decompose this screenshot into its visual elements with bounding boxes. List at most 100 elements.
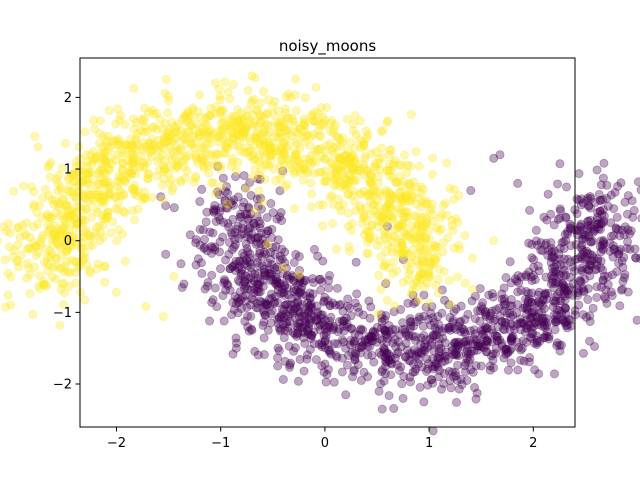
point-series-purple [255, 219, 265, 229]
point-series-purple [577, 194, 587, 204]
point-series-purple [546, 243, 556, 253]
point-series-purple [428, 332, 438, 342]
point-series-yellow [130, 215, 140, 225]
point-series-purple [612, 212, 622, 222]
point-series-purple [386, 354, 396, 364]
point-series-yellow [460, 278, 470, 288]
point-series-purple [250, 221, 260, 231]
point-series-yellow [280, 182, 290, 192]
point-series-purple [337, 353, 347, 363]
point-series-purple [295, 354, 305, 364]
point-series-purple [258, 320, 268, 330]
point-series-purple [538, 333, 548, 343]
point-series-purple [268, 208, 278, 218]
point-series-purple [280, 325, 290, 335]
point-series-purple [466, 346, 476, 356]
point-series-yellow [414, 161, 424, 171]
point-series-purple [437, 357, 447, 367]
point-series-purple [536, 308, 546, 318]
point-series-purple [502, 308, 512, 318]
point-series-purple [380, 325, 390, 335]
point-series-purple [305, 288, 315, 298]
point-series-purple [548, 277, 558, 287]
point-series-yellow [251, 130, 261, 140]
point-series-purple [551, 292, 561, 302]
point-series-purple [313, 251, 323, 261]
point-series-purple [247, 294, 257, 304]
point-series-purple [586, 261, 596, 271]
point-series-purple [549, 271, 559, 281]
point-series-purple [296, 322, 306, 332]
point-series-purple [245, 300, 255, 310]
point-series-purple [221, 255, 231, 265]
point-series-yellow [221, 139, 231, 149]
point-series-purple [360, 335, 370, 345]
point-series-purple [596, 180, 606, 190]
point-series-purple [230, 260, 240, 270]
point-series-purple [540, 240, 550, 250]
point-series-purple [380, 315, 390, 325]
point-series-purple [252, 212, 262, 222]
point-series-purple [552, 277, 562, 287]
point-series-yellow [80, 216, 90, 226]
point-series-purple [518, 303, 528, 313]
point-series-purple [556, 306, 566, 316]
point-series-yellow [247, 71, 257, 81]
point-series-purple [377, 313, 387, 323]
point-series-purple [266, 318, 276, 328]
point-series-purple [620, 222, 630, 232]
point-series-purple [597, 243, 607, 253]
point-series-purple [275, 251, 285, 261]
point-series-purple [497, 289, 507, 299]
point-series-purple [397, 325, 407, 335]
point-series-purple [236, 295, 246, 305]
point-series-purple [341, 390, 351, 400]
point-series-yellow [42, 212, 52, 222]
point-series-purple [283, 326, 293, 336]
point-series-purple [268, 242, 278, 252]
point-series-purple [289, 284, 299, 294]
point-series-purple [231, 338, 241, 348]
point-series-purple [240, 316, 250, 326]
point-series-purple [301, 275, 311, 285]
point-series-purple [224, 249, 234, 259]
point-series-purple [275, 326, 285, 336]
point-series-purple [497, 317, 507, 327]
point-series-purple [547, 274, 557, 284]
point-series-purple [214, 212, 224, 222]
point-series-purple [481, 310, 491, 320]
point-series-yellow [55, 211, 65, 221]
point-series-purple [273, 314, 283, 324]
point-series-purple [506, 319, 516, 329]
point-series-purple [262, 300, 272, 310]
point-series-purple [347, 347, 357, 357]
point-series-purple [571, 239, 581, 249]
point-series-purple [405, 377, 415, 387]
point-series-yellow [294, 270, 304, 280]
point-series-purple [283, 290, 293, 300]
point-series-yellow [302, 130, 312, 140]
point-series-purple [586, 237, 596, 247]
point-series-purple [380, 369, 390, 379]
point-series-purple [448, 315, 458, 325]
point-series-yellow [306, 202, 316, 212]
y-tick-label: 0 [64, 234, 72, 249]
point-series-purple [617, 256, 627, 266]
point-series-purple [482, 336, 492, 346]
point-series-purple [293, 319, 303, 329]
point-series-purple [293, 328, 303, 338]
point-series-purple [600, 294, 610, 304]
point-series-purple [255, 174, 265, 184]
point-series-purple [556, 206, 566, 216]
point-series-purple [365, 342, 375, 352]
point-series-purple [523, 305, 533, 315]
point-series-purple [595, 206, 605, 216]
point-series-purple [161, 249, 171, 259]
point-series-purple [386, 329, 396, 339]
point-series-purple [577, 240, 587, 250]
point-series-yellow [383, 230, 393, 240]
point-series-purple [472, 337, 482, 347]
point-series-yellow [38, 279, 48, 289]
point-series-purple [428, 362, 438, 372]
point-series-purple [560, 317, 570, 327]
